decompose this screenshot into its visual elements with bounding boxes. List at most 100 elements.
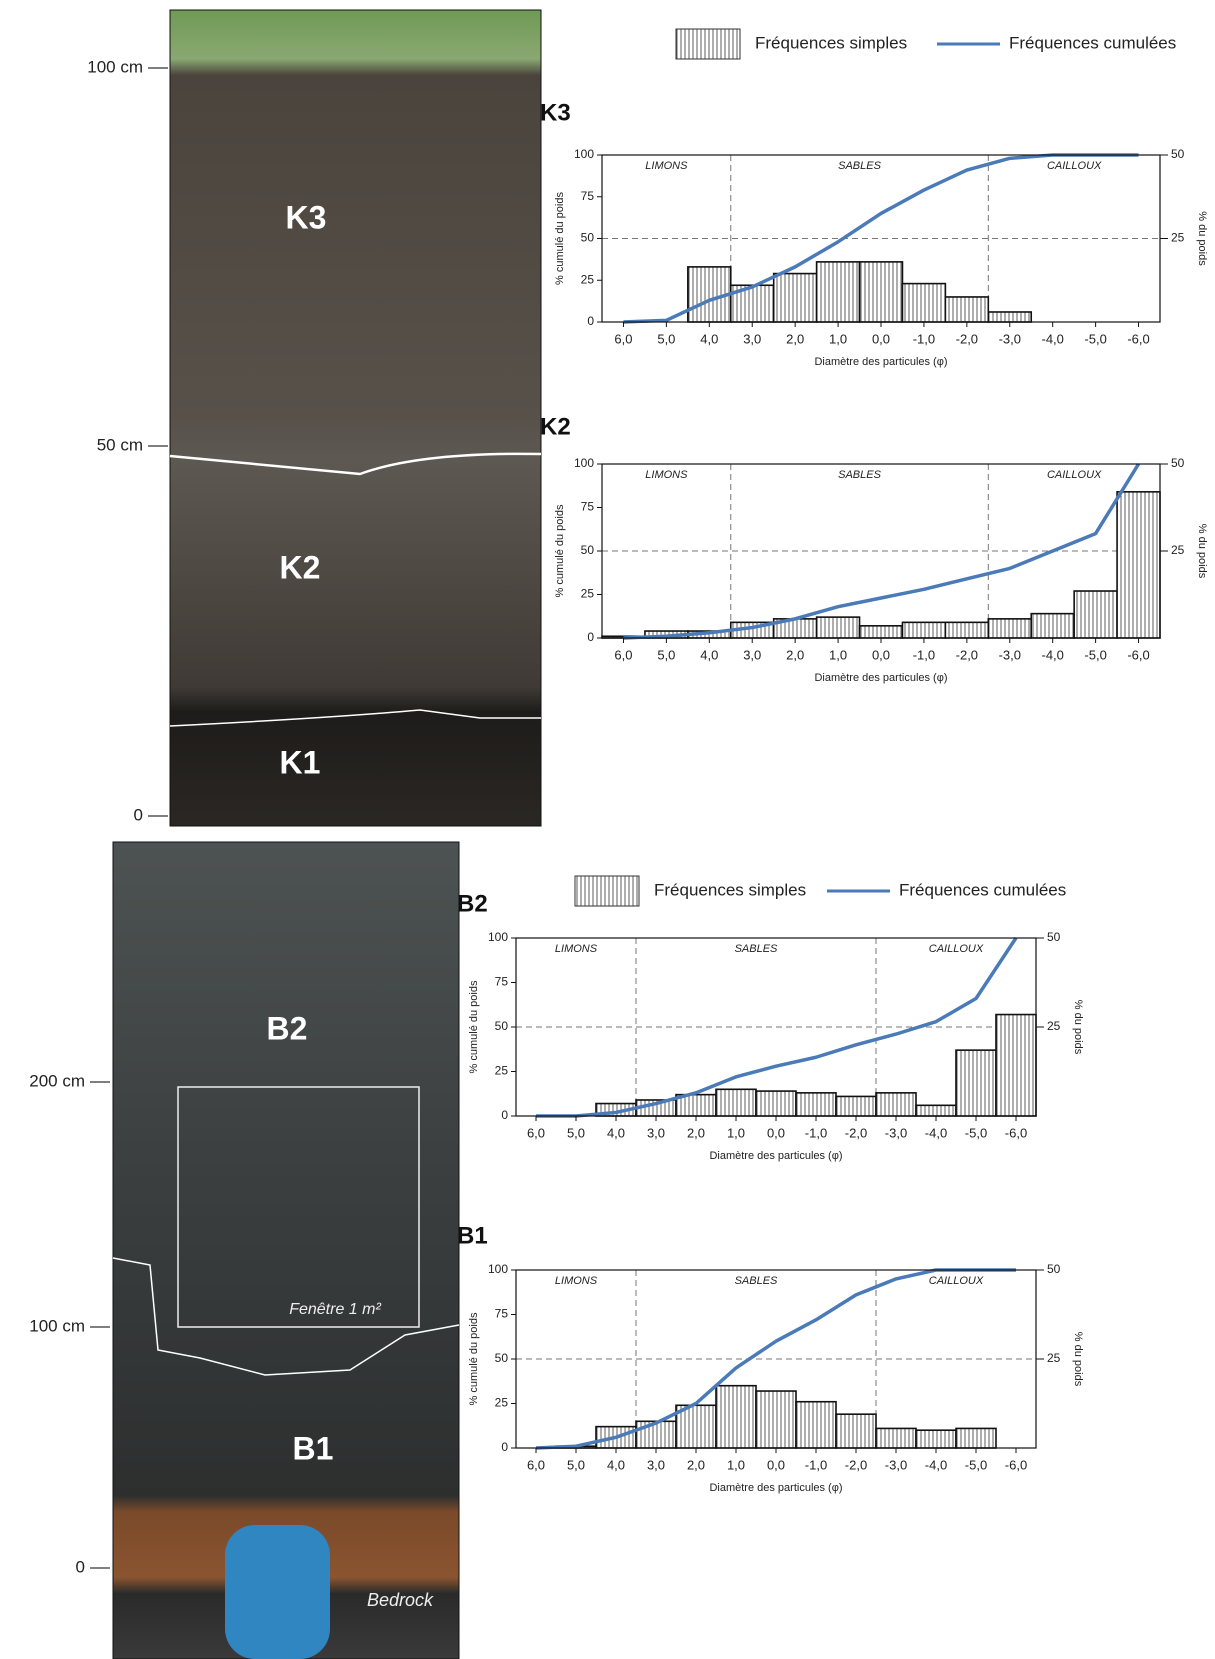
bar	[955, 1427, 997, 1449]
x-tick-label: 1,0	[829, 647, 847, 662]
x-tick-label: -4,0	[1041, 647, 1063, 662]
bar	[835, 1413, 877, 1449]
y-axis-title: % cumulé du poids	[468, 980, 480, 1073]
x-tick-label: 1,0	[727, 1125, 745, 1140]
y2-axis-title: % du poids	[1072, 1000, 1084, 1055]
x-tick-label: -5,0	[965, 1125, 987, 1140]
x-tick-label: 6,0	[527, 1125, 545, 1140]
y-tick-label: 50	[495, 1019, 509, 1033]
layer-label: K1	[280, 744, 321, 780]
y-tick-label: 75	[495, 975, 509, 989]
y2-tick-label: 25	[1047, 1019, 1061, 1033]
x-tick-label: -3,0	[999, 647, 1021, 662]
y-tick-label: 100	[574, 147, 594, 161]
y-axis-title: % cumulé du poids	[554, 192, 566, 285]
y-tick-label: 0	[587, 630, 594, 644]
bar	[995, 1013, 1037, 1117]
bar	[901, 282, 947, 323]
y-tick-label: 0	[501, 1108, 508, 1122]
layer-boundary	[169, 452, 542, 476]
x-tick-label: -3,0	[999, 331, 1021, 346]
bar	[772, 272, 818, 323]
x-tick-label: 6,0	[527, 1457, 545, 1472]
layer-label: B2	[267, 1010, 308, 1046]
x-tick-label: 5,0	[567, 1457, 585, 1472]
zone-label: LIMONS	[555, 1275, 598, 1287]
bar	[901, 621, 947, 639]
y-tick-label: 0	[587, 314, 594, 328]
x-tick-label: 4,0	[607, 1457, 625, 1472]
window-label: Fenêtre 1 m²	[289, 1301, 381, 1318]
layer-label: B1	[293, 1430, 334, 1466]
x-tick-label: 5,0	[657, 647, 675, 662]
x-tick-label: -4,0	[925, 1125, 947, 1140]
bar	[858, 625, 904, 639]
x-tick-label: 4,0	[700, 647, 718, 662]
x-tick-label: 5,0	[567, 1125, 585, 1140]
y-tick-label: 50	[495, 1351, 509, 1365]
x-tick-label: 6,0	[614, 331, 632, 346]
x-axis-title: Diamètre des particules (φ)	[709, 1150, 842, 1162]
x-tick-label: 4,0	[607, 1125, 625, 1140]
legend-label: Fréquences cumulées	[899, 880, 1066, 899]
x-tick-label: -5,0	[1084, 647, 1106, 662]
zone-label: SABLES	[838, 469, 881, 481]
bar	[755, 1090, 797, 1117]
bar	[875, 1427, 917, 1449]
y-tick-label: 75	[581, 189, 595, 203]
x-tick-label: -6,0	[1127, 647, 1149, 662]
bar	[944, 621, 990, 639]
x-tick-label: -6,0	[1127, 331, 1149, 346]
x-tick-label: -1,0	[805, 1125, 827, 1140]
y-tick-label: 25	[495, 1064, 509, 1078]
x-tick-label: -1,0	[805, 1457, 827, 1472]
bedrock-label: Bedrock	[367, 1590, 434, 1610]
zone-label: LIMONS	[645, 469, 688, 481]
x-tick-label: 2,0	[687, 1457, 705, 1472]
bar	[987, 618, 1033, 639]
y-tick-label: 25	[581, 272, 595, 286]
bar	[915, 1104, 957, 1117]
layer-label: K3	[286, 199, 327, 235]
cumulative-line	[623, 463, 1141, 640]
y-tick-label: 100	[488, 930, 508, 944]
depth-label: 200 cm	[29, 1071, 85, 1090]
y-tick-label: 50	[581, 543, 595, 557]
y2-axis-title: % du poids	[1196, 211, 1208, 266]
bar	[815, 616, 861, 639]
zone-label: CAILLOUX	[1047, 469, 1102, 481]
depth-label: 100 cm	[87, 57, 143, 76]
y-tick-label: 25	[495, 1396, 509, 1410]
photo-b	[112, 841, 460, 1659]
bar	[987, 311, 1033, 323]
bar	[1030, 612, 1075, 639]
zone-label: SABLES	[735, 943, 778, 955]
chart-title: K3	[540, 99, 571, 126]
zone-label: SABLES	[838, 160, 881, 172]
legend-label: Fréquences simples	[654, 880, 806, 899]
x-tick-label: 3,0	[647, 1457, 665, 1472]
legend-swatch	[574, 875, 640, 907]
bar	[635, 1420, 677, 1449]
layer-boundary	[169, 709, 541, 727]
bar	[955, 1049, 997, 1117]
depth-label: 0	[76, 1557, 85, 1576]
legend-label: Fréquences cumulées	[1009, 33, 1176, 52]
bar	[755, 1390, 797, 1449]
y2-axis-title: % du poids	[1196, 524, 1208, 579]
layer-boundary	[112, 1257, 460, 1376]
x-axis-title: Diamètre des particules (φ)	[709, 1482, 842, 1494]
cumulative-line	[536, 937, 1018, 1118]
x-tick-label: 0,0	[872, 331, 890, 346]
depth-label: 0	[134, 805, 143, 824]
x-tick-label: 6,0	[614, 647, 632, 662]
window-frame	[177, 1086, 420, 1328]
bar	[1073, 590, 1118, 639]
bar	[858, 261, 904, 323]
x-tick-label: 1,0	[829, 331, 847, 346]
bar	[715, 1088, 757, 1117]
y-axis-title: % cumulé du poids	[554, 504, 566, 597]
x-tick-label: -4,0	[925, 1457, 947, 1472]
x-tick-label: -2,0	[845, 1125, 867, 1140]
